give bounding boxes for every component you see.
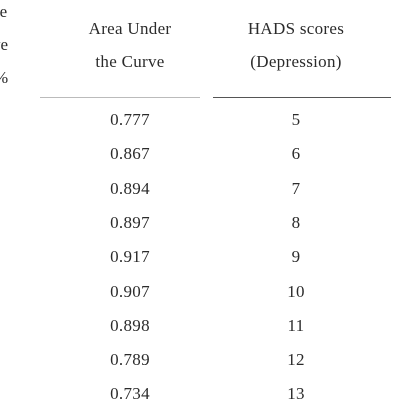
- table-cell: 0.917: [110, 247, 150, 267]
- table-cell: 12: [287, 350, 305, 370]
- header-cell: Area Under: [88, 19, 172, 38]
- header-rule: [40, 97, 200, 98]
- table-cell: 6: [291, 144, 301, 164]
- table-cell: 0.867: [110, 144, 150, 164]
- table-cell: 0.894: [110, 178, 150, 198]
- header-rule: [213, 97, 391, 98]
- header-cell: (Depression): [250, 52, 342, 71]
- header-cell: %: [0, 68, 8, 88]
- table-cell: 0.907: [110, 281, 150, 301]
- table-cell: 8: [291, 212, 301, 232]
- table-cell: 5: [291, 110, 301, 129]
- table-cell: 0.898: [110, 315, 150, 335]
- table-cell: 9: [291, 247, 301, 267]
- table-cell: 0.789: [110, 350, 150, 370]
- header-cell: the Curve: [95, 52, 165, 71]
- table-cell: 10: [287, 281, 305, 301]
- table-cell: 7: [291, 178, 301, 198]
- table-cell: 0.777: [110, 110, 150, 129]
- table-cell: 13: [287, 384, 305, 402]
- header-cell: ve: [0, 35, 9, 54]
- header-cell: re: [0, 2, 8, 21]
- table-cell: 0.897: [110, 212, 150, 232]
- table-cell: 11: [287, 315, 305, 335]
- header-cell: HADS scores: [247, 19, 345, 38]
- table-cell: 0.734: [110, 384, 150, 402]
